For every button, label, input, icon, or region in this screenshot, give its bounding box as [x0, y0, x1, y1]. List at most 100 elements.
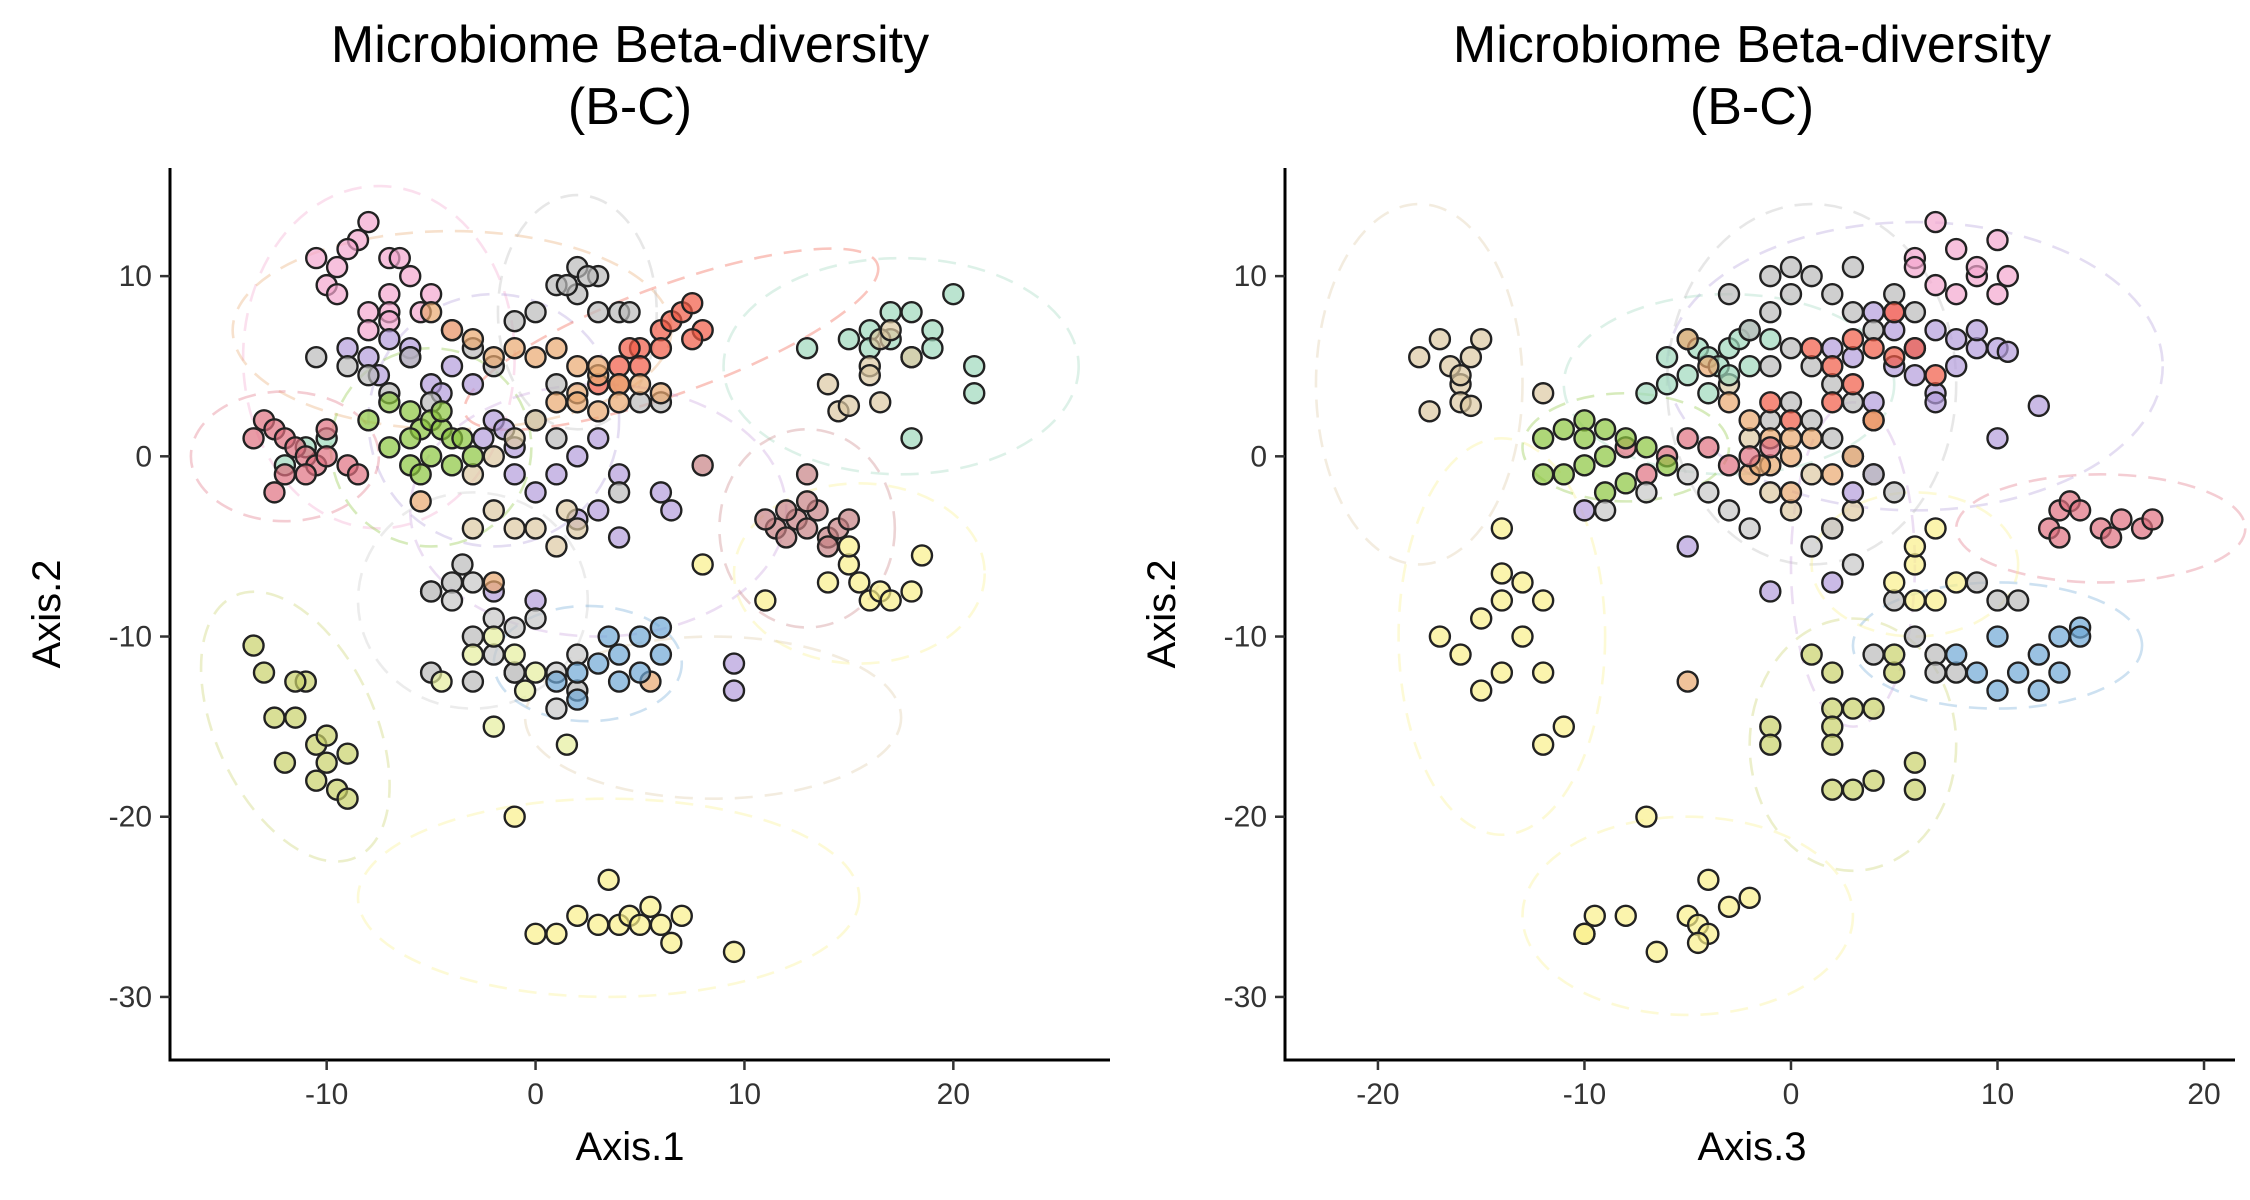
data-point	[1965, 571, 1989, 594]
data-point	[566, 355, 589, 378]
data-point	[1635, 382, 1658, 405]
data-point	[628, 373, 652, 396]
data-point	[2068, 625, 2092, 648]
data-point	[482, 625, 505, 648]
data-point	[1800, 337, 1823, 360]
data-point	[576, 264, 599, 288]
data-point	[1924, 273, 1947, 297]
data-point	[1552, 715, 1576, 738]
data-point	[1759, 733, 1782, 756]
y-tick-label: -10	[1224, 621, 1267, 654]
data-point	[524, 607, 547, 630]
data-point	[1965, 318, 1989, 342]
data-point	[660, 931, 683, 955]
data-point	[378, 436, 401, 459]
data-point	[2141, 508, 2164, 531]
data-point	[524, 409, 547, 432]
data-point	[503, 517, 526, 540]
confidence-ellipse	[732, 482, 986, 665]
data-point	[1531, 382, 1555, 405]
data-point	[587, 499, 610, 522]
data-point	[451, 553, 474, 576]
data-point	[795, 490, 819, 513]
data-point	[1986, 679, 2009, 702]
data-point	[482, 445, 505, 468]
data-point	[1779, 282, 1803, 306]
data-point	[482, 715, 505, 738]
data-point	[545, 535, 568, 558]
x-tick-label: 0	[1783, 1078, 1800, 1111]
data-point	[1759, 355, 1782, 378]
data-point	[1924, 517, 1947, 540]
data-point	[910, 544, 934, 567]
chart-title-line-2: (B-C)	[1690, 78, 1814, 136]
confidence-ellipse	[1521, 815, 1855, 1017]
confidence-ellipse	[199, 590, 391, 863]
data-point	[1738, 355, 1761, 378]
data-point	[1428, 327, 1452, 351]
data-point	[1645, 940, 1668, 964]
data-point	[1697, 382, 1720, 405]
data-point	[1676, 427, 1699, 450]
data-point	[597, 868, 620, 891]
data-point	[1903, 364, 1927, 387]
data-point	[440, 318, 464, 342]
data-point	[1903, 535, 1927, 558]
data-point	[1821, 282, 1844, 306]
data-point	[587, 355, 610, 378]
data-point	[252, 661, 276, 684]
data-point	[1531, 463, 1555, 486]
data-point	[900, 300, 923, 324]
data-point	[618, 337, 641, 360]
data-point	[1655, 454, 1679, 477]
confidence-ellipse	[1748, 617, 1958, 873]
data-point	[1676, 463, 1699, 486]
y-tick-label: -20	[109, 801, 152, 834]
confidence-ellipse	[1954, 473, 2247, 584]
data-point	[461, 571, 485, 594]
data-point	[336, 237, 359, 261]
data-point	[1717, 454, 1741, 477]
data-point	[1759, 264, 1782, 288]
data-point	[1779, 427, 1803, 450]
data-point	[1924, 364, 1947, 387]
data-point	[419, 580, 443, 603]
data-point	[722, 679, 746, 702]
y-tick-label: 10	[119, 260, 152, 293]
data-point	[1676, 670, 1699, 693]
data-point	[1986, 427, 2009, 450]
data-point	[628, 625, 652, 648]
y-tick-label: -30	[109, 981, 152, 1014]
data-point	[1573, 499, 1596, 522]
data-point	[1593, 445, 1617, 468]
data-point	[607, 643, 631, 666]
data-point	[305, 246, 328, 270]
data-point	[2006, 661, 2030, 684]
data-point	[1759, 580, 1782, 603]
data-point	[1821, 463, 1844, 486]
data-point	[2006, 589, 2030, 612]
data-point	[1862, 769, 1885, 792]
data-point	[503, 643, 526, 666]
data-point	[419, 300, 443, 324]
data-point	[1883, 346, 1906, 369]
data-point	[837, 327, 861, 351]
data-point	[503, 337, 526, 360]
data-point	[1883, 300, 1906, 324]
data-point	[315, 445, 338, 468]
data-point	[388, 246, 411, 270]
data-point	[1862, 409, 1885, 432]
data-point	[545, 463, 568, 486]
data-point	[566, 661, 589, 684]
chart-title-line-1: Microbiome Beta-diversity	[331, 16, 929, 74]
data-point	[503, 427, 526, 450]
data-point	[1614, 427, 1637, 450]
data-point	[357, 364, 380, 387]
data-point	[869, 391, 892, 414]
data-point	[419, 445, 443, 468]
data-point	[1841, 553, 1865, 576]
data-point	[566, 517, 589, 540]
data-point	[2048, 661, 2071, 684]
data-point	[2068, 499, 2092, 522]
data-point	[1862, 643, 1885, 666]
